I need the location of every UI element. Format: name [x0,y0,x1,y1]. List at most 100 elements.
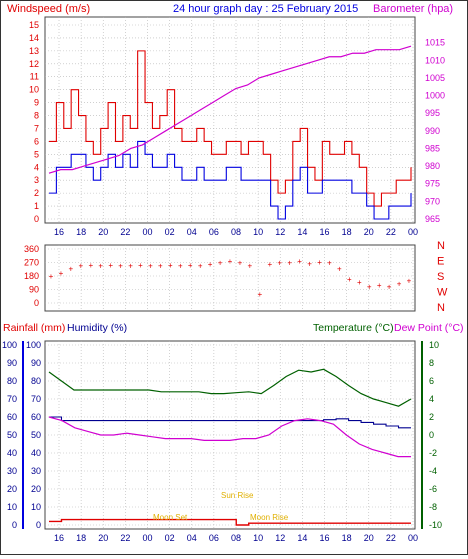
rainfall-tick-label: 100 [2,340,17,350]
moon-set-annotation: Moon Set [153,513,188,522]
graph-title: 24 hour graph day : 25 February 2015 [173,3,358,15]
direction-tick-label: 180 [24,271,39,281]
direction-point: + [297,257,302,266]
humidity-axis-label: Humidity (%) [67,322,127,334]
direction-point: + [407,277,412,286]
direction-point: + [228,257,233,266]
humidity-tick-label: 50 [31,430,41,440]
direction-point: + [188,261,193,270]
x-tick-label: 04 [187,533,197,543]
barometer-tick-label: 1000 [425,91,445,101]
x-tick-label: 20 [98,533,108,543]
rainfall-axis-label: Rainfall (mm) [3,322,65,334]
sun-rise-annotation: Sun Rise [221,491,254,500]
barometer-tick-label: 980 [425,161,440,171]
direction-point: + [397,280,402,289]
temperature-tick-label: 2 [429,412,434,422]
direction-tick-label: 0 [34,298,39,308]
x-tick-label: 20 [98,227,108,237]
windspeed-tick-label: 13 [29,46,39,56]
x-tick-label: 16 [54,533,64,543]
x-tick-label: 00 [142,227,152,237]
moon-rise-annotation: Moon Rise [250,513,289,522]
x-tick-label: 08 [231,533,241,543]
humidity-tick-label: 40 [31,448,41,458]
temperature-tick-label: -8 [429,502,437,512]
direction-point: + [307,259,312,268]
x-tick-label: 00 [408,227,418,237]
windspeed-tick-label: 10 [29,85,39,95]
direction-point: + [248,262,253,271]
rainfall-tick-label: 0 [12,520,17,530]
direction-point: + [267,260,272,269]
humidity-tick-label: 70 [31,394,41,404]
windspeed-axis-label: Windspeed (m/s) [7,3,90,15]
direction-point: + [238,259,243,268]
x-tick-label: 22 [386,227,396,237]
humidity-tick-label: 10 [31,502,41,512]
compass-label: N [437,240,445,252]
barometer-tick-label: 985 [425,143,440,153]
barometer-tick-label: 1015 [425,38,445,48]
direction-point: + [377,281,382,290]
direction-tick-label: 90 [29,285,39,295]
direction-point: + [148,262,153,271]
compass-label: S [437,271,444,283]
windspeed-tick-label: 11 [30,72,39,82]
barometer-tick-label: 990 [425,126,440,136]
humidity-series [48,416,411,458]
direction-point: + [327,259,332,268]
direction-point: + [367,283,372,292]
direction-point: + [108,261,113,270]
temperature-tick-label: -6 [429,484,437,494]
direction-point: + [347,275,352,284]
x-tick-label: 18 [342,227,352,237]
direction-tick-label: 360 [24,244,39,254]
rainfall-tick-label: 70 [7,394,17,404]
direction-point: + [277,259,282,268]
temperature-tick-label: 8 [429,358,434,368]
direction-point: + [317,258,322,267]
direction-tick-label: 270 [24,258,39,268]
x-tick-label: 22 [386,533,396,543]
barometer-tick-label: 975 [425,179,440,189]
windspeed-tick-label: 8 [34,111,39,121]
x-tick-label: 16 [319,533,329,543]
windspeed-tick-label: 5 [34,149,39,159]
panel-frame-wind [44,16,416,224]
direction-point: + [257,290,262,299]
x-tick-label: 20 [364,533,374,543]
windspeed-tick-label: 2 [34,188,39,198]
x-tick-label: 18 [342,533,352,543]
direction-point: + [118,262,123,271]
rainfall-tick-label: 60 [7,412,17,422]
x-tick-label: 02 [165,533,175,543]
temperature-tick-label: -2 [429,448,437,458]
humidity-tick-label: 80 [31,376,41,386]
barometer-tick-label: 965 [425,214,440,224]
x-tick-label: 02 [165,227,175,237]
windspeed-tick-label: 9 [34,98,39,108]
direction-point: + [198,262,203,271]
barometer-axis-label: Barometer (hpa) [373,3,453,15]
windspeed-tick-label: 15 [29,20,39,30]
x-tick-label: 22 [120,227,130,237]
dewpoint-axis-label: Dew Point (°C) [394,322,464,334]
rainfall-tick-label: 20 [7,484,17,494]
humidity-tick-label: 0 [36,520,41,530]
windspeed-tick-label: 7 [34,123,39,133]
rainfall-tick-label: 90 [7,358,17,368]
direction-point: + [59,269,64,278]
direction-point: + [128,262,133,271]
x-tick-label: 18 [76,533,86,543]
x-tick-label: 00 [142,533,152,543]
x-tick-label: 00 [408,533,418,543]
temperature-axis-label: Temperature (°C) [313,322,394,334]
direction-point: + [138,261,143,270]
barometer-tick-label: 1005 [425,73,445,83]
direction-point: + [208,260,213,269]
temperature-tick-label: -10 [429,520,442,530]
humidity-tick-label: 20 [31,484,41,494]
x-tick-label: 14 [297,227,307,237]
